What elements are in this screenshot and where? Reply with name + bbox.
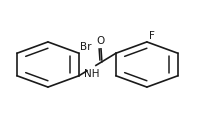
Text: F: F xyxy=(149,31,154,41)
Text: Br: Br xyxy=(81,42,92,52)
Text: NH: NH xyxy=(84,69,99,79)
Text: O: O xyxy=(96,36,105,46)
